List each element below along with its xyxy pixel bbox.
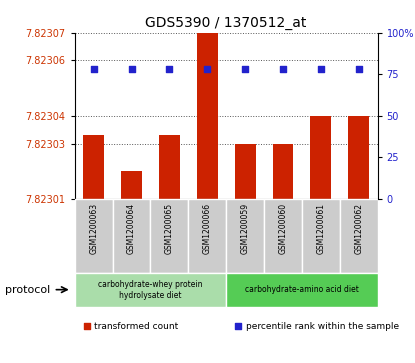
Bar <box>226 199 264 273</box>
Bar <box>150 199 188 273</box>
Text: transformed count: transformed count <box>94 322 178 331</box>
Bar <box>340 199 378 273</box>
Bar <box>83 135 104 199</box>
Bar <box>75 199 112 273</box>
Bar <box>188 199 226 273</box>
Bar <box>159 135 180 199</box>
Text: GSM1200066: GSM1200066 <box>203 203 212 254</box>
Bar <box>235 144 256 199</box>
Point <box>204 66 210 72</box>
Text: protocol: protocol <box>5 285 51 295</box>
Bar <box>121 171 142 199</box>
Point <box>166 66 173 72</box>
Point <box>333 61 339 67</box>
Text: GSM1200059: GSM1200059 <box>241 203 249 254</box>
Bar <box>112 199 150 273</box>
Text: GSM1200063: GSM1200063 <box>89 203 98 254</box>
Bar <box>302 199 340 273</box>
Point <box>90 66 97 72</box>
Text: carbohydrate-whey protein
hydrolysate diet: carbohydrate-whey protein hydrolysate di… <box>98 280 203 300</box>
Title: GDS5390 / 1370512_at: GDS5390 / 1370512_at <box>146 16 307 30</box>
Bar <box>264 199 302 273</box>
Bar <box>197 33 217 199</box>
Bar <box>75 273 226 307</box>
Text: GSM1200065: GSM1200065 <box>165 203 174 254</box>
Text: percentile rank within the sample: percentile rank within the sample <box>246 322 399 331</box>
Text: GSM1200064: GSM1200064 <box>127 203 136 254</box>
Point <box>355 66 362 72</box>
Text: GSM1200062: GSM1200062 <box>354 203 363 254</box>
Bar <box>226 273 378 307</box>
Point <box>280 66 286 72</box>
Point <box>317 66 324 72</box>
Bar <box>310 116 331 199</box>
Point <box>242 66 249 72</box>
Bar <box>348 116 369 199</box>
Text: GSM1200060: GSM1200060 <box>278 203 288 254</box>
Text: GSM1200061: GSM1200061 <box>316 203 325 254</box>
Text: carbohydrate-amino acid diet: carbohydrate-amino acid diet <box>245 285 359 294</box>
Point <box>128 66 135 72</box>
Bar <box>273 144 293 199</box>
